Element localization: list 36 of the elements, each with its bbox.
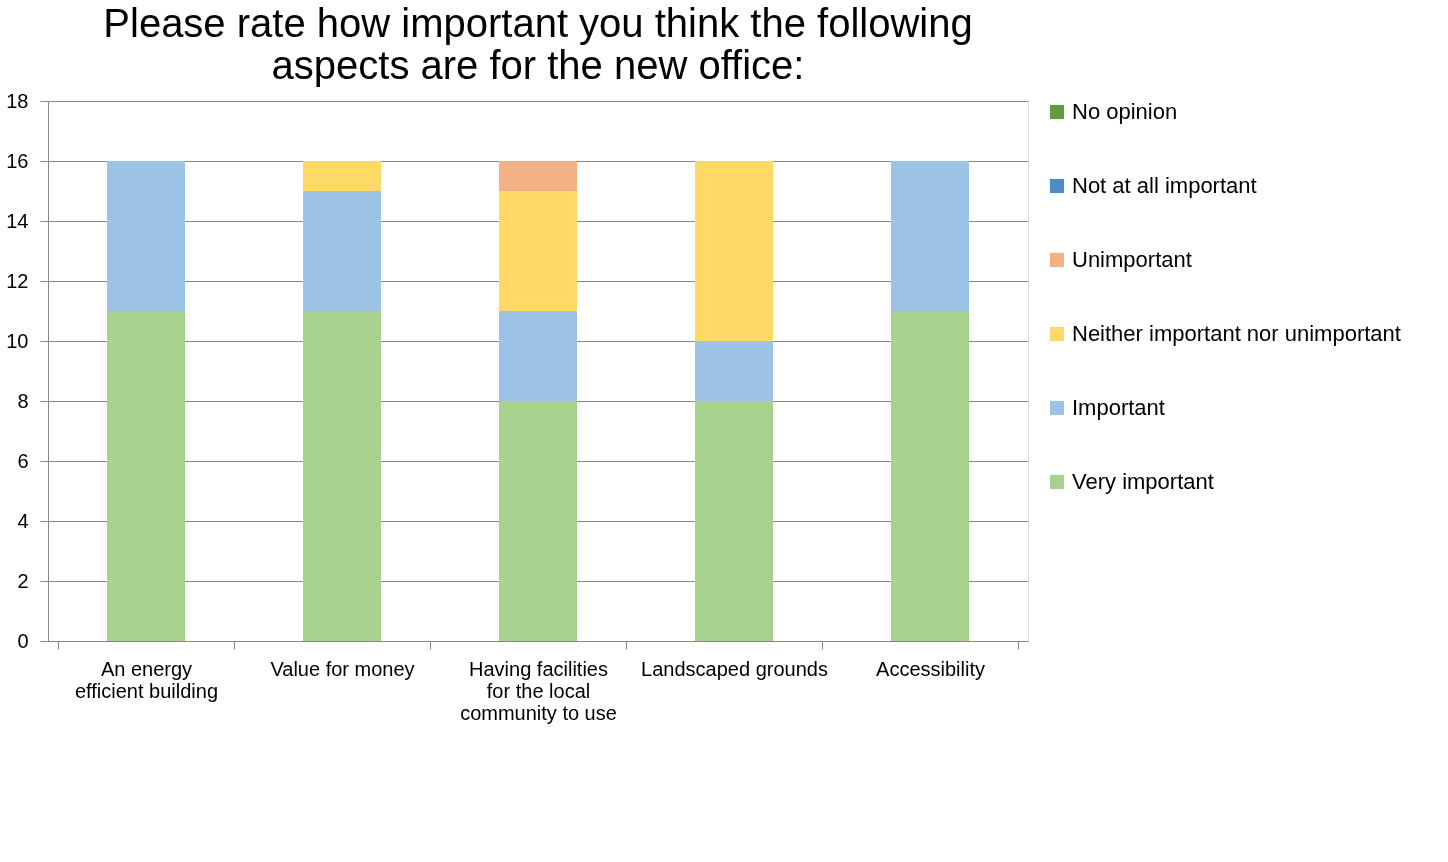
bar: [303, 311, 381, 641]
bar: [303, 161, 381, 191]
bar: [891, 161, 969, 311]
y-tick-label: 6: [17, 449, 29, 472]
bar: [695, 401, 773, 641]
y-tick-label: 0: [17, 629, 29, 652]
legend-label: Very important: [1072, 469, 1214, 494]
bar: [107, 311, 185, 641]
bar: [499, 191, 577, 311]
legend-label: Important: [1072, 395, 1165, 420]
y-tick-label: 10: [6, 329, 29, 352]
y-tick-label: 8: [17, 389, 29, 412]
bar: [695, 341, 773, 401]
y-tick-label: 14: [6, 209, 29, 232]
bar: [499, 161, 577, 191]
y-tick-label: 4: [17, 509, 29, 532]
bar: [107, 161, 185, 311]
y-tick-label: 2: [17, 569, 29, 592]
legend-label: Unimportant: [1072, 247, 1192, 272]
x-tick-label: Accessibility: [876, 657, 985, 680]
y-tick-label: 18: [6, 89, 29, 112]
x-tick-label: An energy efficient building: [74, 657, 219, 702]
x-tick-label: Having facilities for the local community to use: [460, 657, 617, 724]
legend-label: Neither important nor unimportant: [1072, 321, 1401, 346]
bar: [499, 401, 577, 641]
x-tick-label: Value for money: [270, 657, 415, 680]
bar: [303, 191, 381, 311]
bar: [499, 311, 577, 401]
x-tick-label: Landscaped grounds: [641, 657, 828, 680]
bar: [695, 161, 773, 341]
bar: [891, 311, 969, 641]
y-tick-label: 16: [6, 149, 29, 172]
chart-title: Please rate how important you think the following aspects are for the new office:: [103, 1, 973, 87]
legend-label: Not at all important: [1072, 173, 1257, 198]
y-tick-label: 12: [6, 269, 29, 292]
legend-label: No opinion: [1072, 99, 1178, 124]
